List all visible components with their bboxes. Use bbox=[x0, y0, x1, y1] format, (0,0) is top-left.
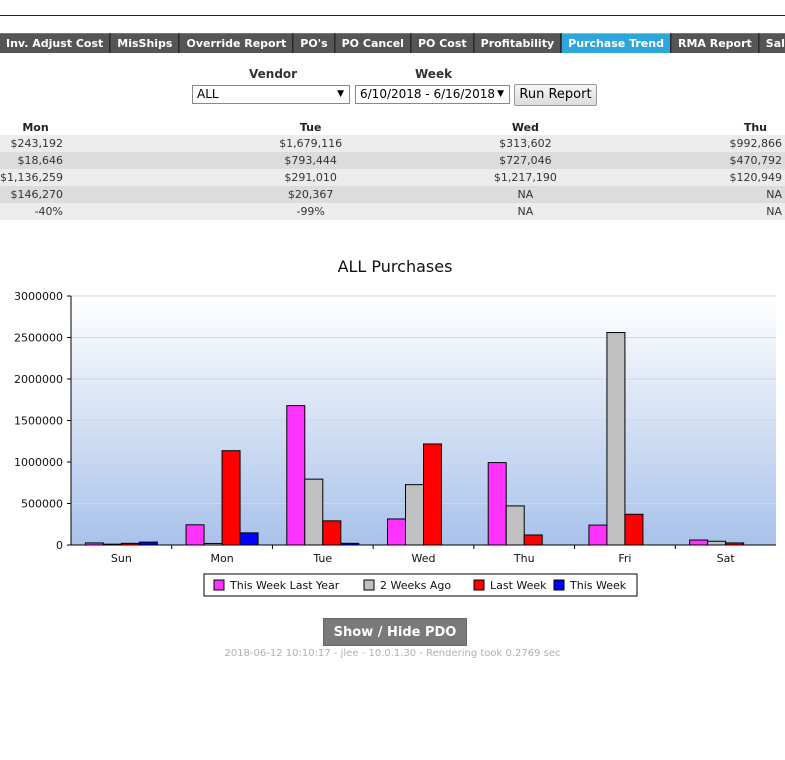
chevron-down-icon: ▼ bbox=[497, 86, 504, 103]
col-header-thu: Thu bbox=[560, 119, 785, 135]
x-tick-label: Fri bbox=[618, 552, 631, 565]
legend-label: 2 Weeks Ago bbox=[380, 579, 451, 592]
tab-sales[interactable]: Sales bbox=[760, 33, 785, 53]
bar-this-week-last-year-fri bbox=[589, 525, 607, 545]
x-tick-label: Sun bbox=[111, 552, 132, 565]
table-cell: $470,792 bbox=[560, 152, 785, 169]
table-cell: $1,679,116 bbox=[71, 135, 480, 152]
table-row: $243,192 $1,679,116 $313,602 $992,866 bbox=[0, 135, 785, 152]
bar-2-weeks-ago-tue bbox=[305, 479, 323, 545]
table-cell: NA bbox=[480, 186, 560, 203]
legend-swatch bbox=[214, 580, 224, 590]
week-label: Week bbox=[415, 67, 452, 81]
chevron-down-icon: ▼ bbox=[337, 86, 344, 103]
bar-this-week-last-year-wed bbox=[388, 519, 406, 545]
vendor-label: Vendor bbox=[249, 67, 297, 81]
tab-profitability[interactable]: Profitability bbox=[475, 33, 562, 53]
week-select-value: 6/10/2018 - 6/16/2018 bbox=[360, 87, 495, 101]
bar-2-weeks-ago-fri bbox=[607, 333, 625, 545]
table-cell: NA bbox=[560, 186, 785, 203]
y-tick-label: 2000000 bbox=[14, 373, 63, 386]
legend-swatch bbox=[554, 580, 564, 590]
table-cell: $727,046 bbox=[480, 152, 560, 169]
tab-inv-adjust-cost[interactable]: Inv. Adjust Cost bbox=[0, 33, 110, 53]
table-cell: $793,444 bbox=[71, 152, 480, 169]
tab-purchase-trend[interactable]: Purchase Trend bbox=[562, 33, 671, 53]
tab-rma-report[interactable]: RMA Report bbox=[672, 33, 759, 53]
x-tick-label: Thu bbox=[513, 552, 535, 565]
bar-last-week-tue bbox=[323, 521, 341, 545]
y-tick-label: 500000 bbox=[21, 498, 63, 511]
bar-2-weeks-ago-thu bbox=[506, 506, 524, 545]
report-tab-bar: Inv. Adjust Cost MisShips Override Report P… bbox=[0, 33, 785, 53]
table-cell: -99% bbox=[71, 203, 480, 220]
bar-this-week-mon bbox=[240, 533, 258, 545]
legend-swatch bbox=[364, 580, 374, 590]
table-cell: NA bbox=[560, 203, 785, 220]
bar-last-week-mon bbox=[222, 451, 240, 545]
y-tick-label: 1000000 bbox=[14, 456, 63, 469]
tab-po-s[interactable]: PO's bbox=[294, 33, 334, 53]
y-tick-label: 3000000 bbox=[14, 290, 63, 303]
table-row: $146,270 $20,367 NA NA bbox=[0, 186, 785, 203]
table-cell: $313,602 bbox=[480, 135, 560, 152]
table-cell: $18,646 bbox=[0, 152, 71, 169]
table-cell: $1,136,259 bbox=[0, 169, 71, 186]
table-row: $1,136,259 $291,010 $1,217,190 $120,949 bbox=[0, 169, 785, 186]
run-report-button[interactable]: Run Report bbox=[514, 84, 597, 106]
chart-title: ALL Purchases bbox=[338, 257, 453, 276]
x-tick-label: Mon bbox=[210, 552, 233, 565]
render-info-footer: 2018-06-12 10:10:17 - jlee - 10.0.1.30 -… bbox=[0, 648, 785, 659]
bar-this-week-last-year-sat bbox=[690, 540, 708, 545]
tab-po-cancel[interactable]: PO Cancel bbox=[336, 33, 411, 53]
table-cell: $20,367 bbox=[71, 186, 480, 203]
legend-label: This Week Last Year bbox=[229, 579, 340, 592]
col-header-wed: Wed bbox=[480, 119, 560, 135]
table-cell: $291,010 bbox=[71, 169, 480, 186]
table-cell: $1,217,190 bbox=[480, 169, 560, 186]
tab-po-cost[interactable]: PO Cost bbox=[412, 33, 474, 53]
bar-last-week-wed bbox=[424, 444, 442, 545]
top-divider bbox=[0, 15, 785, 16]
tab-override-report[interactable]: Override Report bbox=[180, 33, 293, 53]
vendor-select[interactable]: ALL ▼ bbox=[192, 85, 350, 104]
bar-last-week-fri bbox=[625, 514, 643, 545]
bar-this-week-last-year-thu bbox=[488, 463, 506, 545]
table-cell: $146,270 bbox=[0, 186, 71, 203]
show-hide-pdo-button[interactable]: Show / Hide PDO bbox=[323, 618, 467, 646]
bar-last-week-thu bbox=[524, 535, 542, 545]
bar-2-weeks-ago-sat bbox=[708, 541, 726, 545]
x-tick-label: Tue bbox=[312, 552, 332, 565]
legend-swatch bbox=[474, 580, 484, 590]
table-cell: $243,192 bbox=[0, 135, 71, 152]
y-tick-label: 2500000 bbox=[14, 332, 63, 345]
summary-table: Mon Tue Wed Thu $243,192 $1,679,116 $313,6… bbox=[0, 119, 785, 220]
x-tick-label: Sat bbox=[717, 552, 736, 565]
table-cell: $120,949 bbox=[560, 169, 785, 186]
table-row: $18,646 $793,444 $727,046 $470,792 bbox=[0, 152, 785, 169]
legend-label: This Week bbox=[569, 579, 627, 592]
week-select[interactable]: 6/10/2018 - 6/16/2018 ▼ bbox=[355, 85, 510, 104]
x-tick-label: Wed bbox=[412, 552, 436, 565]
table-cell: -40% bbox=[0, 203, 71, 220]
bar-this-week-last-year-tue bbox=[287, 406, 305, 545]
col-header-tue: Tue bbox=[71, 119, 480, 135]
bar-this-week-last-year-mon bbox=[186, 525, 204, 545]
col-header-mon: Mon bbox=[0, 119, 71, 135]
y-tick-label: 1500000 bbox=[14, 415, 63, 428]
legend-label: Last Week bbox=[490, 579, 547, 592]
bar-2-weeks-ago-wed bbox=[406, 485, 424, 545]
y-tick-label: 0 bbox=[56, 539, 63, 552]
tab-misships[interactable]: MisShips bbox=[111, 33, 179, 53]
vendor-select-value: ALL bbox=[197, 87, 219, 101]
purchases-chart: ALL Purchases 0 500000 1000000 1500000 20000… bbox=[0, 250, 785, 660]
table-cell: $992,866 bbox=[560, 135, 785, 152]
table-cell: NA bbox=[480, 203, 560, 220]
table-row: -40% -99% NA NA bbox=[0, 203, 785, 220]
